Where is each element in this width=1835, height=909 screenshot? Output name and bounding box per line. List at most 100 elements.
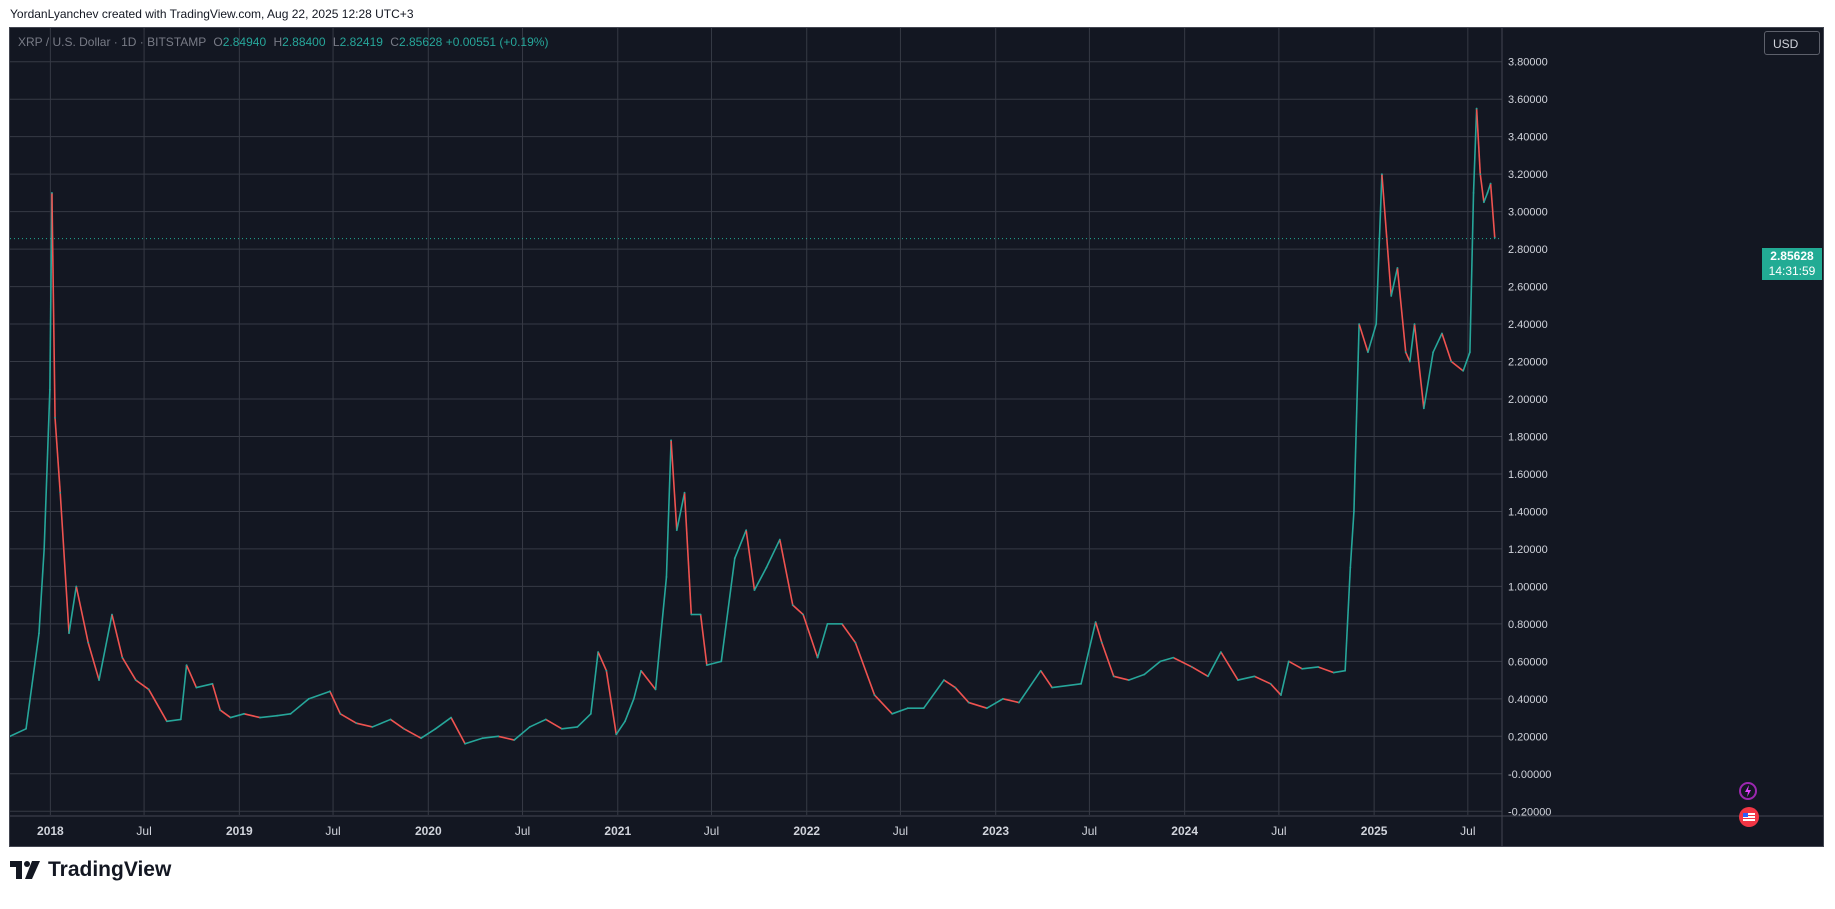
symbol-label[interactable]: XRP / U.S. Dollar · 1D · BITSTAMP [18, 35, 207, 49]
time-tick-label: 2024 [1171, 824, 1198, 838]
price-point [816, 656, 819, 659]
price-point [54, 416, 56, 419]
price-point [943, 679, 945, 681]
price-point [229, 716, 232, 719]
price-segment [10, 728, 27, 738]
price-point [891, 712, 894, 715]
price-point [389, 718, 392, 721]
price-segment [1080, 621, 1097, 685]
high-label: H [273, 35, 283, 49]
currency-button[interactable]: USD [1764, 31, 1820, 55]
price-segment [873, 694, 893, 715]
price-segment [1270, 683, 1282, 696]
price-point [1482, 201, 1485, 204]
price-point [420, 737, 422, 740]
price-point [51, 191, 53, 194]
price-segment [308, 690, 331, 700]
price-point [195, 686, 198, 689]
time-tick-label: Jul [1082, 824, 1097, 838]
time-tick-label: Jul [1460, 824, 1475, 838]
price-point [1390, 295, 1393, 297]
price-segment [1413, 323, 1425, 409]
price-point [1349, 566, 1352, 569]
price-segment [1220, 651, 1239, 681]
price-point [513, 739, 516, 741]
price-series [10, 107, 1496, 745]
time-tick-label: 2023 [982, 824, 1009, 838]
price-segment [166, 718, 181, 723]
price-segment [561, 726, 578, 730]
price-segment [1101, 642, 1115, 677]
time-tick-label: Jul [893, 824, 908, 838]
price-tick-label: 3.40000 [1508, 132, 1548, 144]
price-segment [111, 614, 124, 658]
price-point [59, 491, 62, 494]
price-segment [954, 687, 970, 704]
price-point [276, 714, 279, 717]
chart-pane[interactable]: 3.80000 3.60000 3.40000 3.20000 3.00000 2.800… [9, 27, 1824, 847]
low-value: 2.82419 [339, 35, 383, 49]
us-flag-icon[interactable] [1739, 807, 1759, 827]
price-segment [54, 417, 62, 493]
price-point [1127, 679, 1130, 681]
price-point [544, 718, 547, 721]
price-segment [802, 614, 819, 658]
brand-logo: TradingView [10, 858, 171, 882]
price-segment [683, 492, 693, 615]
price-point [826, 622, 829, 625]
price-point [615, 733, 618, 736]
price-segment [277, 713, 291, 717]
price-segment [1469, 192, 1475, 353]
price-point [1432, 351, 1435, 354]
price-point [670, 439, 672, 442]
price-point [1367, 351, 1369, 354]
price-segment [1317, 666, 1335, 674]
price-segment [1237, 675, 1255, 681]
ohlc-legend: XRP / U.S. Dollar · 1D · BITSTAMP O2.849… [18, 35, 548, 49]
price-segment [670, 440, 678, 531]
price-segment [891, 707, 908, 715]
price-tick-label: 3.20000 [1508, 169, 1548, 181]
last-price-value: 2.85628 [1770, 249, 1814, 263]
price-segment [1254, 675, 1271, 685]
price-segment [665, 440, 672, 578]
price-chart[interactable]: 3.80000 3.60000 3.40000 3.20000 3.00000 2.800… [10, 28, 1823, 846]
price-point [403, 727, 405, 730]
price-point [219, 709, 222, 711]
price-point [854, 641, 857, 644]
price-point [1441, 332, 1443, 335]
price-point [211, 682, 214, 685]
price-segment [1489, 183, 1496, 238]
price-point [68, 632, 70, 635]
price-point [481, 737, 484, 740]
price-point [690, 613, 693, 616]
lightning-icon[interactable] [1738, 781, 1758, 801]
price-segment [1409, 323, 1416, 362]
price-tick-label: 3.00000 [1508, 207, 1548, 219]
price-segment [1160, 656, 1174, 663]
last-price-badge: 2.85628 14:31:59 [1762, 248, 1822, 280]
price-point [121, 656, 124, 659]
price-segment [1040, 670, 1053, 689]
price-point [111, 613, 113, 616]
time-tick-label: 2018 [37, 824, 64, 838]
price-segment [720, 558, 736, 662]
price-point [450, 716, 452, 719]
price-segment [59, 492, 70, 634]
price-point [778, 538, 781, 541]
time-tick-label: Jul [1271, 824, 1286, 838]
price-segment [259, 714, 278, 719]
price-segment [75, 586, 89, 643]
time-tick-label: 2019 [226, 824, 253, 838]
price-point [699, 613, 702, 616]
price-point [873, 694, 876, 696]
price-segment [1128, 673, 1145, 681]
price-point [640, 669, 642, 672]
price-segment [450, 717, 466, 745]
price-segment [329, 690, 342, 715]
price-point [38, 632, 40, 635]
price-point [791, 604, 794, 607]
price-segment [1172, 656, 1193, 668]
price-segment [529, 718, 547, 728]
price-segment [1479, 174, 1485, 203]
